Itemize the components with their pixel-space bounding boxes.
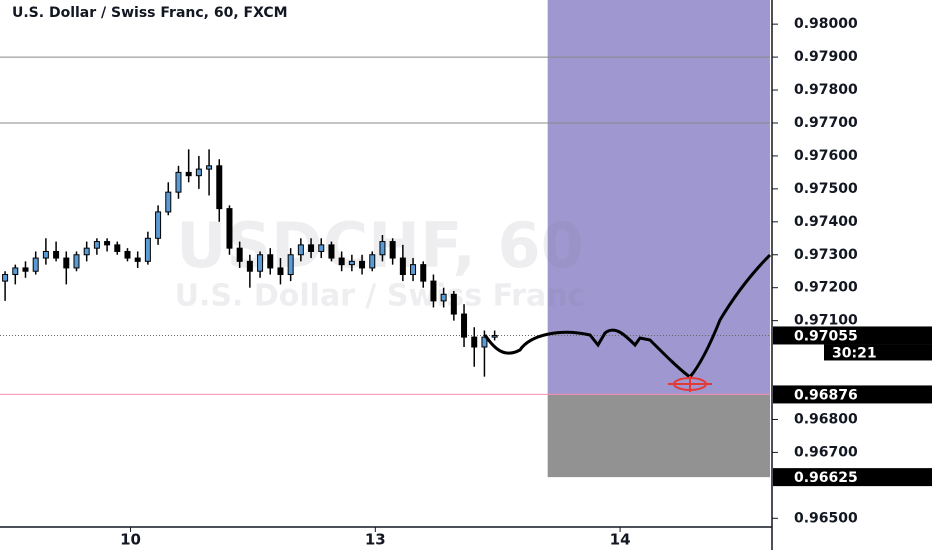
crosshair-icon [668, 376, 712, 392]
x-tick-label: 14 [610, 531, 631, 549]
y-tick-label: 0.96800 [794, 411, 858, 427]
background [0, 0, 770, 478]
candle-body [481, 336, 488, 348]
candle-body [450, 293, 457, 315]
y-tick-label: 0.97200 [794, 280, 858, 296]
candle-body [104, 241, 111, 246]
candle-body [206, 165, 213, 170]
candle-body [440, 293, 447, 302]
candle-body [22, 267, 29, 272]
candle-body [63, 257, 70, 269]
entry-label-box [773, 385, 932, 404]
last-price-label-box [773, 326, 932, 345]
candle-body [12, 267, 19, 276]
candle-body [318, 244, 325, 252]
y-tick-label: 0.97500 [794, 181, 858, 197]
candle-body [165, 191, 172, 213]
candle-body [420, 264, 427, 282]
candle-body [267, 254, 274, 269]
last-price-label: 0.97055 [794, 328, 858, 344]
stop-label: 0.96625 [794, 470, 858, 486]
plot [2, 149, 498, 377]
candle-body [226, 208, 233, 249]
candle-body [348, 260, 355, 266]
y-tick-label: 0.97400 [794, 214, 858, 230]
candle-body [53, 250, 60, 259]
candle-body [297, 244, 304, 256]
candle-body [277, 267, 284, 276]
watermark-name: U.S. Dollar / Swiss Franc [175, 279, 586, 314]
candle-body [308, 244, 315, 252]
candle-body [42, 250, 49, 259]
candle-body [155, 211, 162, 239]
entry-label: 0.96876 [794, 387, 858, 403]
candle-body [369, 254, 376, 269]
candle-body [216, 165, 223, 210]
candle-body [236, 247, 243, 262]
candle-body [73, 254, 80, 269]
profit-zone [547, 0, 770, 395]
y-tick-label: 0.97800 [794, 82, 858, 98]
candle-body [287, 254, 294, 276]
candle-body [175, 171, 182, 193]
y-tick-label: 0.98000 [794, 16, 858, 32]
y-tick-label: 0.96500 [794, 510, 858, 526]
chart-title: U.S. Dollar / Swiss Franc, 60, FXCM [12, 5, 288, 21]
y-tick-label: 0.97300 [794, 247, 858, 263]
candle-body [83, 247, 90, 256]
countdown: 30:21 [832, 345, 877, 361]
candle-body [461, 313, 468, 338]
y-tick-label: 0.97700 [794, 115, 858, 131]
candle-body [430, 280, 437, 302]
candle-body [257, 254, 264, 272]
y-tick-label: 0.96700 [794, 444, 858, 460]
candle-body [328, 244, 335, 259]
candle-body [93, 241, 100, 249]
candle-body [338, 257, 345, 266]
candle-body [471, 336, 478, 348]
candle-body [246, 260, 253, 272]
candle-body [124, 250, 131, 259]
candle-body [389, 241, 396, 259]
candle-body [2, 274, 9, 282]
candle-body [134, 257, 141, 262]
candle-body [359, 260, 366, 269]
candle-body [195, 168, 202, 177]
y-tick-label: 0.97900 [794, 49, 858, 65]
x-tick-label: 13 [365, 531, 386, 549]
candle-body [399, 257, 406, 276]
countdown-box [824, 344, 932, 361]
candle-body [379, 241, 386, 256]
candle-body [410, 264, 417, 276]
stop-zone [547, 394, 770, 478]
candle-body [32, 257, 39, 272]
y-tick-label: 0.97600 [794, 148, 858, 164]
drawn-path [483, 253, 772, 380]
candle-body [114, 244, 121, 252]
x-tick-label: 10 [120, 531, 141, 549]
candle-body [144, 237, 151, 262]
candle-body [491, 334, 498, 338]
candle-body [185, 171, 192, 177]
stop-label-box [773, 468, 932, 487]
y-tick-label: 0.97100 [794, 313, 858, 329]
axes: 0.98000 0.97900 0.97800 0.97700 0.97600 0.975… [120, 16, 932, 549]
